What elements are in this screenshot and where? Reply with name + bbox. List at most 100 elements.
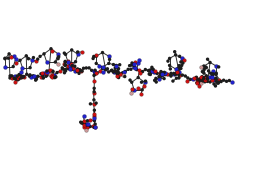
Point [22, 75, 26, 78]
Point [63, 69, 68, 72]
Point [179, 60, 183, 63]
Point [17, 73, 21, 76]
Point [66, 60, 70, 63]
Point [56, 57, 60, 60]
Point [81, 67, 86, 70]
Point [69, 68, 74, 71]
Point [13, 80, 17, 84]
Point [78, 68, 82, 71]
Point [3, 57, 7, 60]
Point [31, 74, 35, 77]
Point [83, 124, 87, 127]
Point [198, 78, 202, 81]
Point [95, 71, 99, 74]
Point [129, 87, 134, 90]
Point [135, 68, 139, 71]
Point [18, 76, 22, 79]
Point [63, 60, 67, 63]
Point [194, 80, 199, 83]
Point [75, 69, 79, 72]
Point [224, 80, 229, 83]
Point [82, 123, 86, 126]
Point [173, 73, 177, 76]
Point [171, 80, 175, 83]
Point [118, 63, 122, 66]
Point [213, 77, 218, 80]
Point [93, 69, 97, 72]
Point [85, 126, 89, 129]
Point [15, 76, 19, 79]
Point [157, 75, 161, 78]
Point [50, 74, 54, 77]
Point [165, 73, 170, 76]
Point [210, 75, 215, 78]
Point [202, 68, 206, 71]
Point [118, 73, 122, 76]
Point [111, 70, 116, 74]
Point [92, 112, 96, 115]
Point [177, 71, 181, 74]
Point [54, 75, 58, 78]
Point [97, 64, 102, 67]
Point [158, 71, 162, 74]
Point [93, 125, 97, 129]
Point [191, 78, 195, 81]
Point [128, 64, 132, 67]
Point [46, 69, 50, 72]
Point [79, 121, 83, 124]
Point [132, 66, 136, 69]
Point [91, 102, 96, 106]
Point [219, 80, 223, 83]
Point [147, 73, 151, 76]
Point [169, 74, 173, 77]
Point [198, 76, 203, 79]
Point [73, 60, 78, 63]
Point [160, 72, 164, 75]
Point [40, 72, 44, 75]
Point [92, 74, 96, 77]
Point [57, 55, 61, 58]
Point [8, 76, 12, 80]
Point [63, 64, 67, 67]
Point [205, 77, 209, 80]
Point [98, 69, 102, 72]
Point [10, 74, 14, 77]
Point [42, 72, 46, 75]
Point [174, 53, 178, 56]
Point [48, 69, 52, 72]
Point [91, 57, 95, 60]
Point [49, 74, 54, 77]
Point [195, 81, 199, 84]
Point [47, 73, 51, 76]
Point [94, 62, 98, 65]
Point [19, 76, 23, 79]
Point [19, 71, 23, 74]
Point [41, 74, 45, 78]
Point [101, 71, 105, 74]
Point [49, 72, 53, 75]
Point [168, 67, 172, 70]
Point [196, 82, 200, 85]
Point [60, 66, 64, 69]
Point [117, 71, 121, 74]
Point [114, 64, 118, 67]
Point [169, 74, 173, 78]
Point [214, 77, 218, 80]
Point [71, 67, 75, 70]
Point [177, 55, 182, 58]
Point [222, 79, 226, 82]
Point [7, 52, 11, 55]
Point [46, 73, 51, 76]
Point [180, 57, 184, 60]
Point [22, 76, 26, 79]
Point [110, 69, 114, 72]
Point [116, 69, 120, 72]
Point [92, 87, 96, 90]
Point [92, 114, 96, 117]
Point [200, 75, 204, 78]
Point [55, 71, 59, 74]
Point [200, 79, 205, 82]
Point [178, 67, 182, 70]
Point [208, 61, 212, 64]
Point [18, 74, 22, 77]
